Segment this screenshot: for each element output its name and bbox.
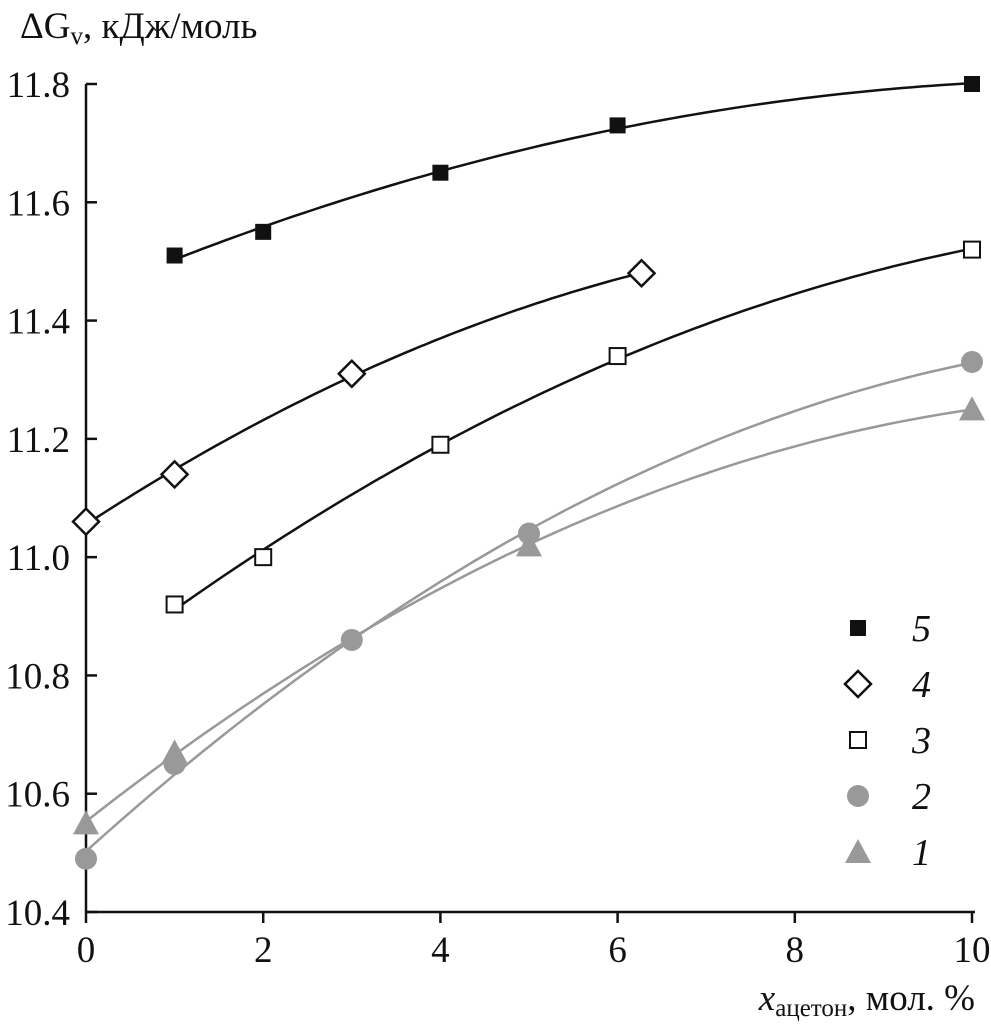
data-markers — [71, 76, 985, 870]
legend-marker-5 — [850, 620, 866, 636]
legend-marker-1 — [845, 839, 871, 864]
series-3-point-2 — [431, 435, 450, 454]
series-2-point-0 — [75, 847, 97, 870]
y-tick-label-11-6: 11.6 — [7, 183, 70, 224]
legend-marker-4 — [843, 669, 873, 699]
series-3-curve — [173, 247, 973, 611]
series-1-curve — [85, 408, 973, 823]
x-tick-label-8: 8 — [786, 930, 805, 971]
legend-marker-3 — [849, 731, 867, 749]
x-tick-label-6: 6 — [608, 930, 627, 971]
y-axis-title: ΔGv, кДж/моль — [20, 6, 257, 50]
x-axis-title: xацетон, мол. % — [758, 978, 975, 1022]
y-tick-label-11-2: 11.2 — [7, 420, 70, 461]
series-2-point-4 — [961, 350, 983, 373]
y-tick-label-11-0: 11.0 — [7, 538, 70, 579]
series-4-point-1 — [159, 459, 190, 490]
series-5-point-0 — [166, 247, 183, 264]
legend-label-5: 5 — [912, 608, 931, 650]
series-2-point-2 — [340, 628, 363, 651]
series-3-point-3 — [608, 347, 627, 366]
legend-label-2: 2 — [912, 776, 931, 818]
series-5-point-3 — [609, 117, 626, 134]
series-1-point-2 — [516, 532, 542, 557]
series-4-point-2 — [337, 359, 367, 389]
series-5-point-4 — [964, 76, 980, 92]
x-tick-label-0: 0 — [77, 930, 96, 971]
series-4-point-3 — [626, 258, 657, 289]
series-3-point-1 — [254, 548, 273, 567]
legend-marker-2 — [847, 785, 869, 807]
series-1-point-1 — [161, 739, 188, 764]
legend-label-4: 4 — [912, 664, 931, 706]
y-tick-label-10-4: 10.4 — [5, 893, 70, 934]
x-ticks: 0 2 4 6 8 10 — [77, 912, 991, 971]
x-tick-label-2: 2 — [254, 930, 273, 971]
legend-label-3: 3 — [911, 720, 931, 762]
y-tick-label-10-6: 10.6 — [5, 775, 70, 816]
series-5-point-1 — [255, 223, 272, 240]
series-1-point-0 — [73, 810, 99, 835]
legend-label-1: 1 — [912, 832, 931, 874]
series-3-point-0 — [165, 595, 184, 614]
legend: 5 4 3 2 1 — [843, 608, 931, 874]
series-1-point-3 — [959, 396, 985, 421]
axes: 0 2 4 6 8 10 10.4 10.6 10.8 11.0 11.2 11.4 11.6 11.8 — [5, 65, 990, 971]
series-5-curve — [174, 81, 973, 261]
series-5-point-2 — [432, 164, 449, 181]
y-tick-label-11-4: 11.4 — [7, 302, 70, 343]
y-tick-label-10-8: 10.8 — [5, 656, 70, 697]
x-tick-label-10: 10 — [954, 930, 991, 971]
y-ticks: 10.4 10.6 10.8 11.0 11.2 11.4 11.6 11.8 — [5, 65, 97, 934]
fit-curves — [85, 81, 973, 853]
x-tick-label-4: 4 — [431, 930, 450, 971]
series-3-point-4 — [963, 240, 981, 259]
y-tick-label-11-8: 11.8 — [7, 65, 70, 106]
series-4-point-0 — [71, 506, 101, 537]
